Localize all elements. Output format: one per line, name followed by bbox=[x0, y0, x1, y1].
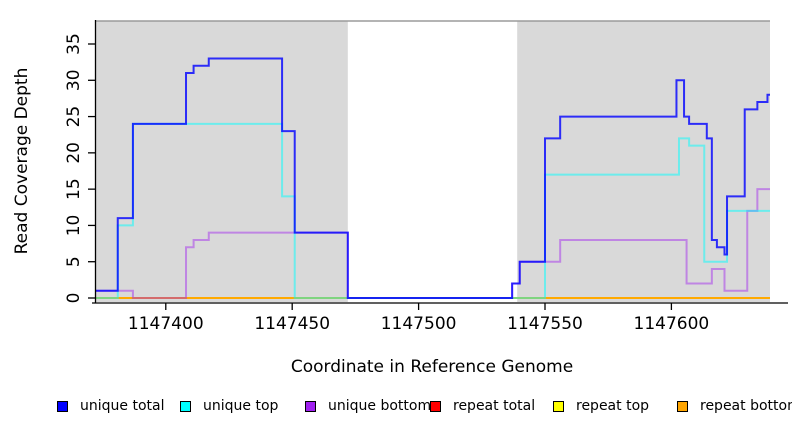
x-tick-label: 1147450 bbox=[254, 314, 330, 334]
legend-swatch bbox=[57, 400, 68, 412]
y-tick-label: 30 bbox=[64, 69, 84, 91]
legend-label: repeat bottom bbox=[700, 398, 792, 414]
legend-item-repeat-bottom: repeat bottom bbox=[677, 398, 792, 414]
coverage-series-lines bbox=[95, 57, 770, 299]
legend-label: unique top bbox=[203, 398, 279, 414]
y-tick-label: 0 bbox=[64, 293, 84, 304]
legend-swatch bbox=[430, 400, 441, 412]
legend-item-unique-total: unique total bbox=[57, 398, 164, 414]
legend-item-unique-bottom: unique bottom bbox=[305, 398, 431, 414]
masked-region-2 bbox=[517, 21, 770, 302]
y-axis-title: Read Coverage Depth bbox=[12, 68, 32, 255]
x-tick-label: 1147600 bbox=[634, 314, 710, 334]
legend-swatch bbox=[677, 400, 688, 412]
y-tick-label: 15 bbox=[64, 178, 84, 200]
legend-label: repeat total bbox=[453, 398, 536, 414]
masked-region-shading bbox=[95, 21, 770, 302]
series-line-unique-total bbox=[95, 57, 770, 299]
legend-swatch bbox=[553, 400, 564, 412]
axes: 1147400 1147450 1147500 1147550 1147600 0 5 10 1… bbox=[64, 20, 788, 334]
y-tick-label: 10 bbox=[64, 215, 84, 237]
legend-item-unique-top: unique top bbox=[180, 398, 278, 414]
y-tick-label: 35 bbox=[64, 33, 84, 55]
legend-item-repeat-top: repeat top bbox=[553, 398, 649, 414]
legend-swatch bbox=[180, 400, 191, 412]
x-axis-title: Coordinate in Reference Genome bbox=[291, 357, 573, 377]
legend-swatch bbox=[305, 400, 316, 412]
y-tick-label: 25 bbox=[64, 106, 84, 128]
coverage-chart: 1147400 1147450 1147500 1147550 1147600 0 5 10 1… bbox=[12, 20, 788, 377]
masked-region-1 bbox=[95, 21, 348, 302]
x-tick-label: 1147500 bbox=[381, 314, 457, 334]
x-tick-label: 1147400 bbox=[128, 314, 204, 334]
x-tick-label: 1147550 bbox=[507, 314, 583, 334]
y-tick-label: 5 bbox=[64, 256, 84, 267]
legend-label: unique bottom bbox=[328, 398, 432, 414]
legend-item-repeat-total: repeat total bbox=[430, 398, 535, 414]
y-tick-label: 20 bbox=[64, 142, 84, 164]
legend-label: repeat top bbox=[576, 398, 650, 414]
legend-label: unique total bbox=[80, 398, 165, 414]
legend: unique total unique top unique bottom repea… bbox=[0, 398, 792, 422]
